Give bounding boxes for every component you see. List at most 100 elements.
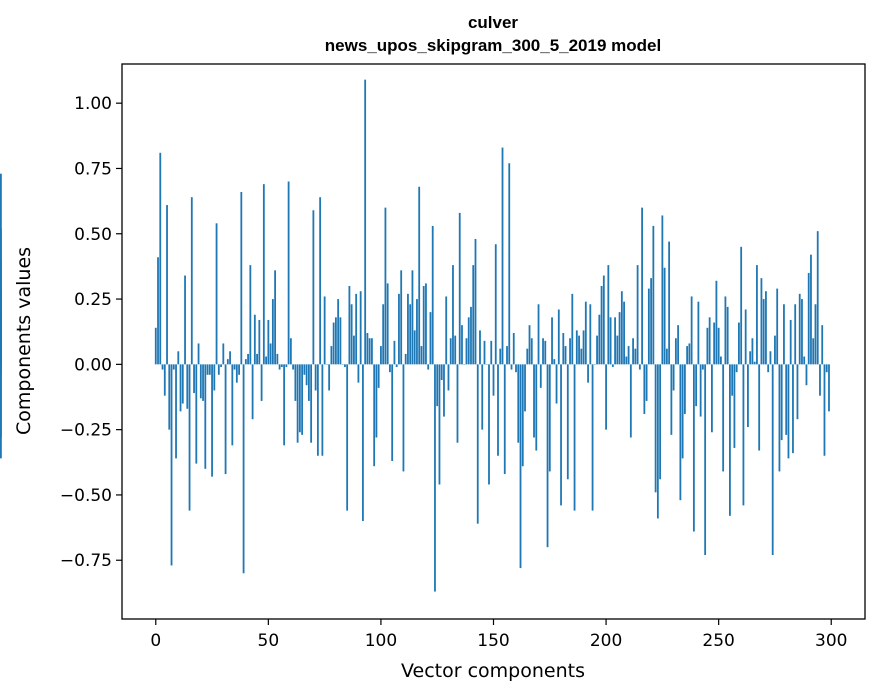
bar: [701, 364, 704, 370]
bar: [677, 325, 680, 365]
bar: [668, 241, 671, 365]
y-tick-label: 0.75: [74, 159, 112, 179]
bar: [620, 291, 623, 365]
bar: [539, 364, 542, 388]
bar: [177, 351, 180, 365]
bar: [436, 364, 439, 407]
bar: [330, 346, 333, 365]
x-tick-label: 100: [365, 631, 397, 651]
bar: [422, 286, 425, 365]
y-tick-label: −0.75: [60, 551, 112, 571]
bar: [767, 364, 770, 373]
bar: [715, 280, 718, 365]
bar: [602, 275, 605, 365]
bar: [445, 296, 448, 365]
bar: [661, 215, 664, 365]
bar: [819, 364, 821, 396]
bar: [404, 353, 407, 365]
bar: [337, 299, 340, 365]
bar: [305, 364, 308, 386]
bar: [199, 364, 202, 399]
bar: [546, 364, 549, 548]
bar: [573, 364, 576, 511]
bar: [537, 304, 540, 365]
bar: [267, 319, 270, 365]
bar: [747, 364, 749, 428]
bar: [706, 327, 709, 365]
bar: [262, 184, 265, 365]
bar: [283, 364, 286, 446]
bar: [186, 364, 189, 409]
bar: [794, 304, 797, 365]
bar: [783, 304, 785, 365]
bar: [566, 364, 569, 480]
bar: [654, 364, 657, 493]
y-tick-label: −0.25: [60, 421, 112, 441]
bar: [170, 364, 173, 566]
bar: [163, 364, 166, 396]
bar: [557, 309, 560, 365]
bar: [758, 364, 761, 451]
bar: [769, 351, 772, 365]
bar: [431, 225, 434, 365]
bars-group: [0, 79, 830, 592]
bar: [582, 330, 585, 365]
bar: [348, 286, 351, 365]
bar: [168, 364, 171, 430]
bar: [828, 364, 830, 412]
bar: [616, 335, 619, 365]
plot-frame: [121, 63, 866, 620]
bar: [720, 356, 722, 365]
bar: [517, 364, 520, 443]
bar: [346, 364, 349, 511]
bar: [206, 364, 209, 375]
bar: [389, 364, 391, 373]
bar: [364, 79, 367, 365]
bar: [217, 364, 220, 375]
bar: [735, 364, 738, 373]
bar: [679, 364, 682, 501]
bar: [301, 364, 304, 435]
bar: [674, 338, 677, 365]
bar: [416, 299, 418, 365]
bar: [154, 327, 157, 365]
bar: [190, 197, 193, 365]
bar: [717, 327, 720, 365]
bar: [411, 270, 414, 365]
x-tick-label: 0: [150, 631, 161, 651]
bar: [215, 223, 218, 365]
bar: [494, 244, 497, 365]
bar: [548, 364, 551, 472]
bar: [0, 364, 2, 375]
bar: [611, 364, 614, 367]
bar: [298, 364, 301, 433]
bar: [825, 364, 828, 373]
bar: [253, 314, 256, 365]
bar: [796, 364, 799, 420]
bar: [461, 325, 463, 365]
bar: [402, 364, 405, 472]
bar: [801, 299, 803, 365]
bar: [373, 364, 376, 467]
y-tick-label: 0.25: [74, 290, 112, 310]
bar: [805, 364, 808, 386]
bar: [289, 338, 292, 365]
bar: [663, 267, 666, 365]
bar: [238, 364, 240, 375]
bar: [726, 306, 729, 365]
bar: [470, 306, 472, 365]
bar: [269, 343, 272, 365]
bar: [456, 364, 459, 443]
bar: [614, 317, 616, 365]
y-tick-label: 0.50: [74, 225, 112, 245]
bar: [386, 283, 389, 365]
bar: [224, 364, 227, 475]
bar: [276, 353, 279, 365]
y-tick-label: 0.00: [74, 355, 112, 375]
bar: [231, 364, 234, 446]
bar: [510, 364, 513, 370]
bar: [555, 364, 558, 404]
x-tick-label: 200: [590, 631, 622, 651]
bar: [738, 322, 740, 365]
bar: [479, 330, 481, 365]
